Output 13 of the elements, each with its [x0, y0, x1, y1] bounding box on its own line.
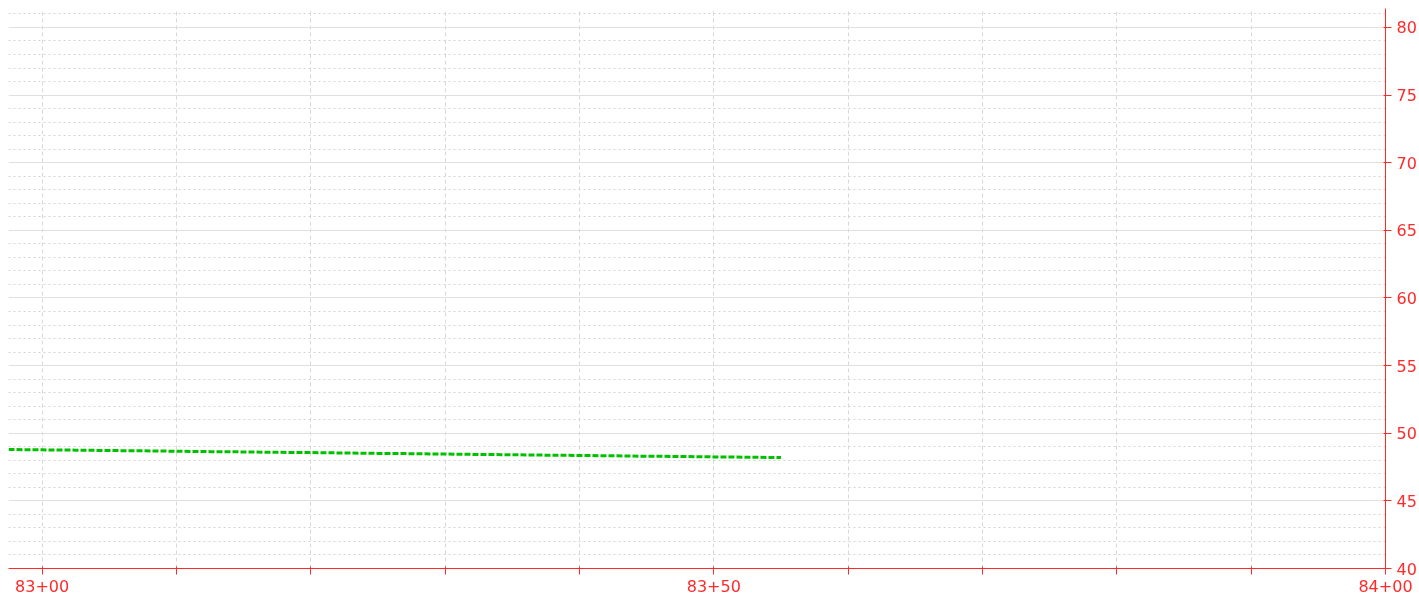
x-tick-label: 83+00 [15, 576, 70, 594]
y-tick-label: 45 [1396, 491, 1417, 511]
y-tick-label: 75 [1396, 86, 1417, 106]
y-tick-label: 65 [1396, 221, 1417, 241]
y-tick-label: 80 [1396, 18, 1417, 38]
line-series [8, 447, 783, 460]
y-tick-label: 60 [1396, 288, 1417, 308]
y-tick-label: 70 [1396, 153, 1417, 173]
y-tick-label: 55 [1396, 356, 1417, 376]
y-tick-label: 50 [1396, 424, 1417, 444]
y-tick-label: 40 [1396, 559, 1417, 579]
x-tick-label: 83+50 [686, 576, 741, 594]
x-tick-label: 84+00 [1358, 576, 1413, 594]
